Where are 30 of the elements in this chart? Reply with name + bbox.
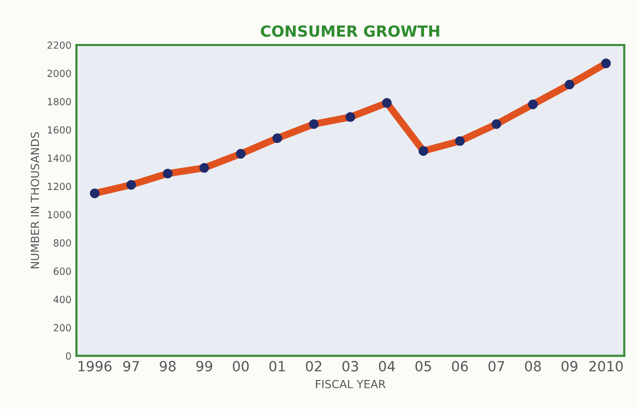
y-tick-label: 600 bbox=[54, 268, 71, 275]
y-tick-label: 2200 bbox=[48, 41, 71, 49]
y-tick-label: 0 bbox=[66, 352, 71, 360]
x-tick-label: 00 bbox=[232, 360, 249, 372]
y-tick-label: 1000 bbox=[48, 211, 71, 218]
x-tick-label: 2010 bbox=[589, 360, 623, 372]
x-tick-label: 98 bbox=[160, 360, 176, 372]
y-tick-label: 1400 bbox=[48, 154, 71, 162]
y-tick-label: 800 bbox=[54, 239, 71, 247]
y-tick-label: 200 bbox=[54, 324, 71, 332]
x-axis-title: FISCAL YEAR bbox=[316, 380, 386, 388]
x-tick-label: 97 bbox=[123, 360, 139, 372]
y-tick-label: 1200 bbox=[48, 182, 71, 190]
x-tick-label: 05 bbox=[415, 360, 432, 372]
x-tick-label: 03 bbox=[342, 360, 358, 372]
x-tick-label: 02 bbox=[306, 360, 322, 372]
x-tick-label: 06 bbox=[452, 360, 468, 372]
y-axis-title: NUMBER IN THOUSANDS bbox=[30, 132, 40, 268]
x-tick-label: 09 bbox=[562, 360, 578, 372]
x-tick-label: 1996 bbox=[78, 360, 112, 372]
y-tick-label: 400 bbox=[53, 296, 71, 304]
x-tick-label: 07 bbox=[488, 360, 504, 372]
chart-title: CONSUMER GROWTH bbox=[260, 25, 440, 37]
y-tick-label: 2000 bbox=[48, 70, 71, 78]
y-tick-label: 1600 bbox=[48, 126, 71, 134]
x-tick-label: 01 bbox=[269, 360, 285, 372]
y-tick-label: 1800 bbox=[48, 98, 71, 106]
x-tick-label: 99 bbox=[196, 360, 212, 372]
x-tick-label: 04 bbox=[378, 360, 395, 372]
x-tick-label: 08 bbox=[525, 360, 541, 372]
